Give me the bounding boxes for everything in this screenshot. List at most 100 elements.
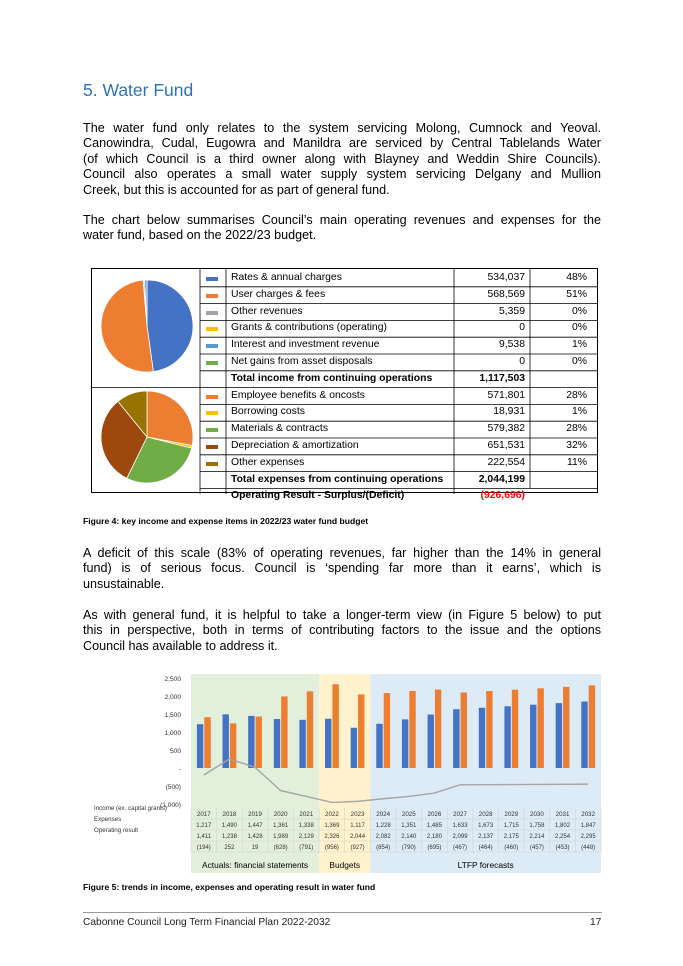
section-title: 5. Water Fund [83, 80, 194, 100]
bar-expenses [460, 692, 467, 768]
paragraph-chart-intro: The chart below summarises Council’s mai… [83, 213, 601, 244]
paragraph-line: Council has available to address it. [83, 638, 278, 653]
table-row: Employee benefits & oncosts 571,801 28% [92, 388, 597, 405]
paragraph-line: fund) is of serious focus. Council is ‘s… [83, 561, 601, 576]
data-table-value: 252 [224, 845, 235, 851]
row-label: Other revenues [231, 305, 303, 317]
legend-swatch [206, 411, 218, 416]
row-label: Materials & contracts [231, 423, 329, 435]
legend-swatch [206, 445, 218, 449]
legend-swatch [206, 428, 218, 433]
table-row: Depreciation & amortization 651,531 32% [92, 438, 597, 455]
bar-income [453, 709, 460, 768]
row-percent: 1% [571, 339, 587, 351]
row-value: 222,554 [487, 456, 525, 468]
bar-expenses [358, 694, 365, 768]
bar-income [504, 706, 511, 768]
row-label: Operating Result - Surplus/(Deficit) [231, 490, 405, 502]
row-percent: 28% [566, 423, 587, 435]
bar-expenses [537, 688, 544, 768]
category-label: 2032 [581, 811, 595, 818]
data-table-value: 1,338 [299, 823, 315, 829]
data-table-value: 2,214 [529, 834, 545, 840]
category-label: 2022 [325, 811, 339, 818]
table-row: Other expenses 222,554 11% [92, 455, 597, 472]
row-value: (926,696) [480, 490, 525, 502]
row-percent: 0% [571, 305, 587, 317]
row-value: 568,569 [487, 288, 525, 300]
data-table-value: 2,140 [401, 834, 417, 840]
data-table-value: 1,447 [248, 823, 264, 829]
data-table-value: (453) [556, 845, 570, 851]
data-table-value: 1,715 [504, 823, 520, 829]
data-table-value: (695) [427, 845, 441, 851]
pie-slice [100, 279, 154, 373]
bar-income [427, 714, 434, 768]
bar-income [581, 701, 588, 768]
data-table-value: 1,428 [248, 834, 264, 840]
row-label: Total income from continuing operations [231, 372, 433, 384]
data-table-value: 1,989 [273, 834, 289, 840]
y-tick-label: 500 [170, 748, 181, 755]
data-table-value: (956) [325, 845, 339, 851]
data-table-value: 2,295 [581, 834, 597, 840]
data-table-value: (628) [274, 845, 288, 851]
operating-result-row: Operating Result - Surplus/(Deficit) (926… [92, 488, 597, 505]
data-table-value: (790) [402, 845, 416, 851]
y-tick-label: 2,000 [164, 694, 181, 701]
paragraph-line: unsustainable. [83, 576, 165, 591]
row-value: 571,801 [487, 389, 525, 401]
bar-expenses [486, 691, 493, 768]
bar-expenses [281, 696, 288, 768]
bar-income [478, 707, 486, 768]
data-table-value: 2,137 [478, 834, 494, 840]
data-table-value: 1,238 [222, 834, 238, 840]
row-label: Net gains from asset disposals [231, 356, 373, 367]
legend-swatch [206, 327, 218, 332]
table-total-row: Total income from continuing operations 1… [92, 371, 597, 388]
category-label: 2025 [402, 811, 416, 818]
row-percent: 32% [566, 440, 587, 451]
row-percent: 48% [566, 272, 587, 283]
data-table-value: 2,180 [427, 834, 443, 840]
row-percent: 0% [571, 356, 587, 367]
paragraph-line: The chart below summarises Council’s mai… [83, 213, 601, 227]
category-label: 2017 [197, 811, 211, 818]
row-label: Interest and investment revenue [231, 339, 380, 351]
bar-income [273, 719, 281, 768]
paragraph-line: (of which Council is a third owner along… [83, 151, 601, 166]
data-table-value: 1,490 [222, 823, 238, 829]
legend-swatch [206, 394, 218, 399]
y-tick-label: 1,000 [164, 730, 181, 737]
budget-table-grid [92, 269, 597, 494]
category-label: 2023 [351, 811, 365, 818]
bar-expenses [332, 684, 339, 768]
bar-income [530, 704, 537, 768]
table-row: Rates & annual charges 534,037 48% [92, 270, 597, 287]
pie-slice [117, 390, 148, 439]
row-value: 2,044,199 [478, 473, 525, 485]
category-label: 2028 [479, 811, 493, 818]
data-table-value: 1,351 [401, 823, 417, 829]
table-row: Other revenues 5,359 0% [92, 304, 597, 321]
pie-slice [100, 400, 148, 479]
row-percent: 1% [571, 406, 587, 418]
row-label: Borrowing costs [231, 406, 305, 418]
row-value: 651,531 [487, 440, 525, 451]
data-table-value: (854) [376, 845, 390, 851]
period-band-label: Actuals: financial statements [202, 860, 308, 870]
table-row: Net gains from asset disposals 0 0% [92, 354, 597, 371]
data-table-value: (194) [197, 845, 211, 851]
paragraph-line: The water fund only relates to the syste… [83, 121, 601, 135]
data-table-value: 2,082 [376, 834, 392, 840]
paragraph-water-fund-scope: The water fund only relates to the syste… [83, 121, 601, 198]
data-table-value: 19 [252, 845, 259, 851]
category-label: 2020 [274, 811, 288, 818]
bar-expenses [229, 723, 237, 768]
legend-swatch [206, 310, 218, 315]
data-table-value: (467) [453, 845, 467, 851]
data-table-value: 1,485 [427, 823, 443, 829]
category-label: 2031 [556, 811, 570, 818]
row-percent: 11% [566, 456, 587, 468]
legend-label: Income (ex. capital grants) [94, 805, 167, 812]
